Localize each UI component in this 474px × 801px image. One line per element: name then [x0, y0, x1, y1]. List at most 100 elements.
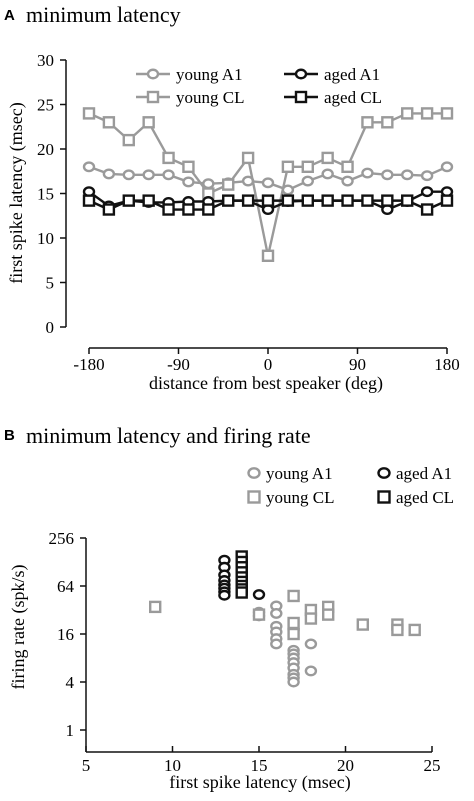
panel-a-point-young-a1	[182, 176, 195, 188]
panel-b-y-tick-label: 256	[49, 529, 75, 548]
panel-b-y-tick-label: 64	[57, 577, 75, 596]
panel-b-point-young-a1	[287, 676, 300, 688]
panel-a-xlabel: distance from best speaker (deg)	[149, 373, 383, 394]
panel-a-point-young-a1	[142, 169, 155, 181]
panel-a-legend-label: young CL	[176, 88, 244, 107]
panel-b-point-aged-cl	[235, 586, 248, 599]
panel-a-point-aged-cl	[82, 194, 96, 207]
panel-a-y-tick-label: 20	[37, 140, 54, 159]
panel-a-legend-marker	[146, 90, 160, 104]
panel-a-y-tick-label: 15	[37, 185, 54, 204]
panel-b-point-young-a1	[270, 607, 283, 619]
panel-a-point-young-cl	[261, 249, 275, 263]
panel-a-y-tick-label: 25	[37, 96, 54, 115]
panel-a-title: minimum latency	[26, 2, 181, 27]
panel-a-point-young-a1	[341, 175, 354, 187]
panel-b-point-young-a1	[304, 665, 318, 677]
panel-a-point-aged-cl	[301, 194, 314, 207]
panel-b-x-tick-label: 25	[424, 756, 441, 775]
panel-a-legend-label: aged CL	[324, 88, 382, 107]
panel-a-point-young-cl	[321, 151, 334, 165]
panel-a-point-young-cl	[301, 160, 314, 174]
panel-a-point-young-a1	[122, 169, 135, 181]
panel-b-point-young-cl	[304, 612, 318, 625]
panel-a-x-tick-label: -90	[167, 355, 190, 374]
panel-a-point-aged-cl	[440, 194, 454, 207]
panel-a-point-young-cl	[440, 107, 454, 120]
panel-a-point-young-a1	[202, 178, 215, 190]
panel-b-point-young-cl	[391, 623, 404, 637]
panel-a-point-young-cl	[420, 107, 434, 120]
panel-b-legend-marker	[247, 490, 261, 504]
panel-a-point-aged-cl	[401, 194, 414, 207]
panel-a-point-aged-cl	[361, 194, 374, 207]
panel-a-plot: 0 5 10 15 20 25 30 -180 -90 0 90 180 young A1 young C…	[37, 51, 460, 374]
panel-a-point-aged-cl	[341, 194, 354, 207]
panel-a-point-aged-cl	[241, 194, 255, 207]
panel-b-point-young-cl	[252, 608, 266, 621]
panel-b-point-young-cl	[322, 608, 335, 621]
panel-b-xlabel: first spike latency (msec)	[169, 772, 350, 793]
panel-a-point-young-cl	[341, 160, 354, 174]
panel-a-point-aged-cl	[202, 203, 215, 216]
panel-a-point-aged-cl	[102, 203, 116, 216]
panel-a-point-young-cl	[102, 116, 116, 129]
panel-b-legend-label: aged A1	[396, 464, 452, 483]
panel-a-point-young-a1	[162, 169, 175, 181]
panel-b-x-tick-label: 15	[251, 756, 268, 775]
panel-a-legend-label: aged A1	[324, 65, 380, 84]
panel-a-point-young-cl	[281, 160, 295, 174]
panel-a-point-aged-cl	[261, 194, 275, 207]
panel-a-point-aged-a1	[420, 186, 434, 198]
panel-a-point-young-a1	[420, 170, 434, 182]
panel-b-legend-label: young CL	[266, 488, 334, 507]
panel-a-point-aged-cl	[281, 194, 295, 207]
panel-b-legend-marker	[247, 467, 261, 479]
panel-a-point-aged-cl	[142, 194, 155, 207]
panel-a-y-tick-label: 10	[37, 229, 54, 248]
panel-b-x-tick-label: 10	[164, 756, 181, 775]
panel-b-point-young-a1	[304, 638, 318, 650]
panel-a-point-young-cl	[222, 178, 235, 191]
panel-a-point-aged-cl	[182, 203, 195, 216]
panel-a-y-tick-label: 0	[46, 318, 55, 337]
panel-b-y-tick-label: 1	[66, 721, 75, 740]
panel-b-x-tick-label: 5	[82, 756, 91, 775]
panel-a-letter: A	[4, 7, 15, 24]
panel-a-point-young-cl	[401, 107, 414, 120]
panel-a-x-tick-label: -180	[73, 355, 104, 374]
panel-b-point-young-cl	[148, 600, 162, 614]
panel-a-point-young-cl	[182, 160, 195, 174]
panel-b-point-aged-a1	[252, 589, 266, 600]
panel-a-point-young-cl	[361, 116, 374, 129]
panel-a-point-young-cl	[241, 151, 255, 165]
panel-b-ylabel: firing rate (spk/s)	[8, 565, 29, 690]
panel-a-point-young-a1	[321, 168, 334, 180]
panel-a-point-aged-cl	[222, 194, 235, 207]
panel-a-point-aged-cl	[381, 194, 394, 207]
panel-a-point-young-a1	[440, 161, 454, 173]
panel-a-legend-marker	[294, 90, 308, 104]
panel-a-ylabel: first spike latency (msec)	[6, 102, 27, 283]
panel-b-legend-marker	[377, 467, 391, 479]
panel-b-point-young-cl	[287, 627, 300, 641]
panel-a-y-tick-label: 30	[37, 51, 54, 70]
panel-a-point-young-a1	[381, 169, 394, 181]
panel-b-x-tick-label: 20	[337, 756, 354, 775]
panel-b-plot: 1 4 16 64 256 5 10 15 20 25 young A1 young CL aged A…	[49, 464, 455, 775]
panel-b-point-young-cl	[287, 616, 300, 630]
panel-b-point-young-cl	[356, 618, 369, 631]
panel-a-x-tick-label: 180	[434, 355, 460, 374]
panel-b-title: minimum latency and firing rate	[26, 423, 311, 448]
panel-b-legend-label: young A1	[266, 464, 333, 483]
panel-b-y-tick-label: 4	[66, 673, 75, 692]
panel-a-point-young-a1	[301, 175, 314, 187]
panel-a-legend-label: young A1	[176, 65, 243, 84]
panel-b-legend-label: aged CL	[396, 488, 454, 507]
panel-b-point-young-cl	[408, 623, 421, 637]
panel-a-point-aged-cl	[321, 194, 334, 207]
panel-a-x-tick-label: 90	[349, 355, 366, 374]
panel-b-legend-marker	[377, 490, 391, 504]
panel-a-point-young-a1	[401, 169, 414, 181]
